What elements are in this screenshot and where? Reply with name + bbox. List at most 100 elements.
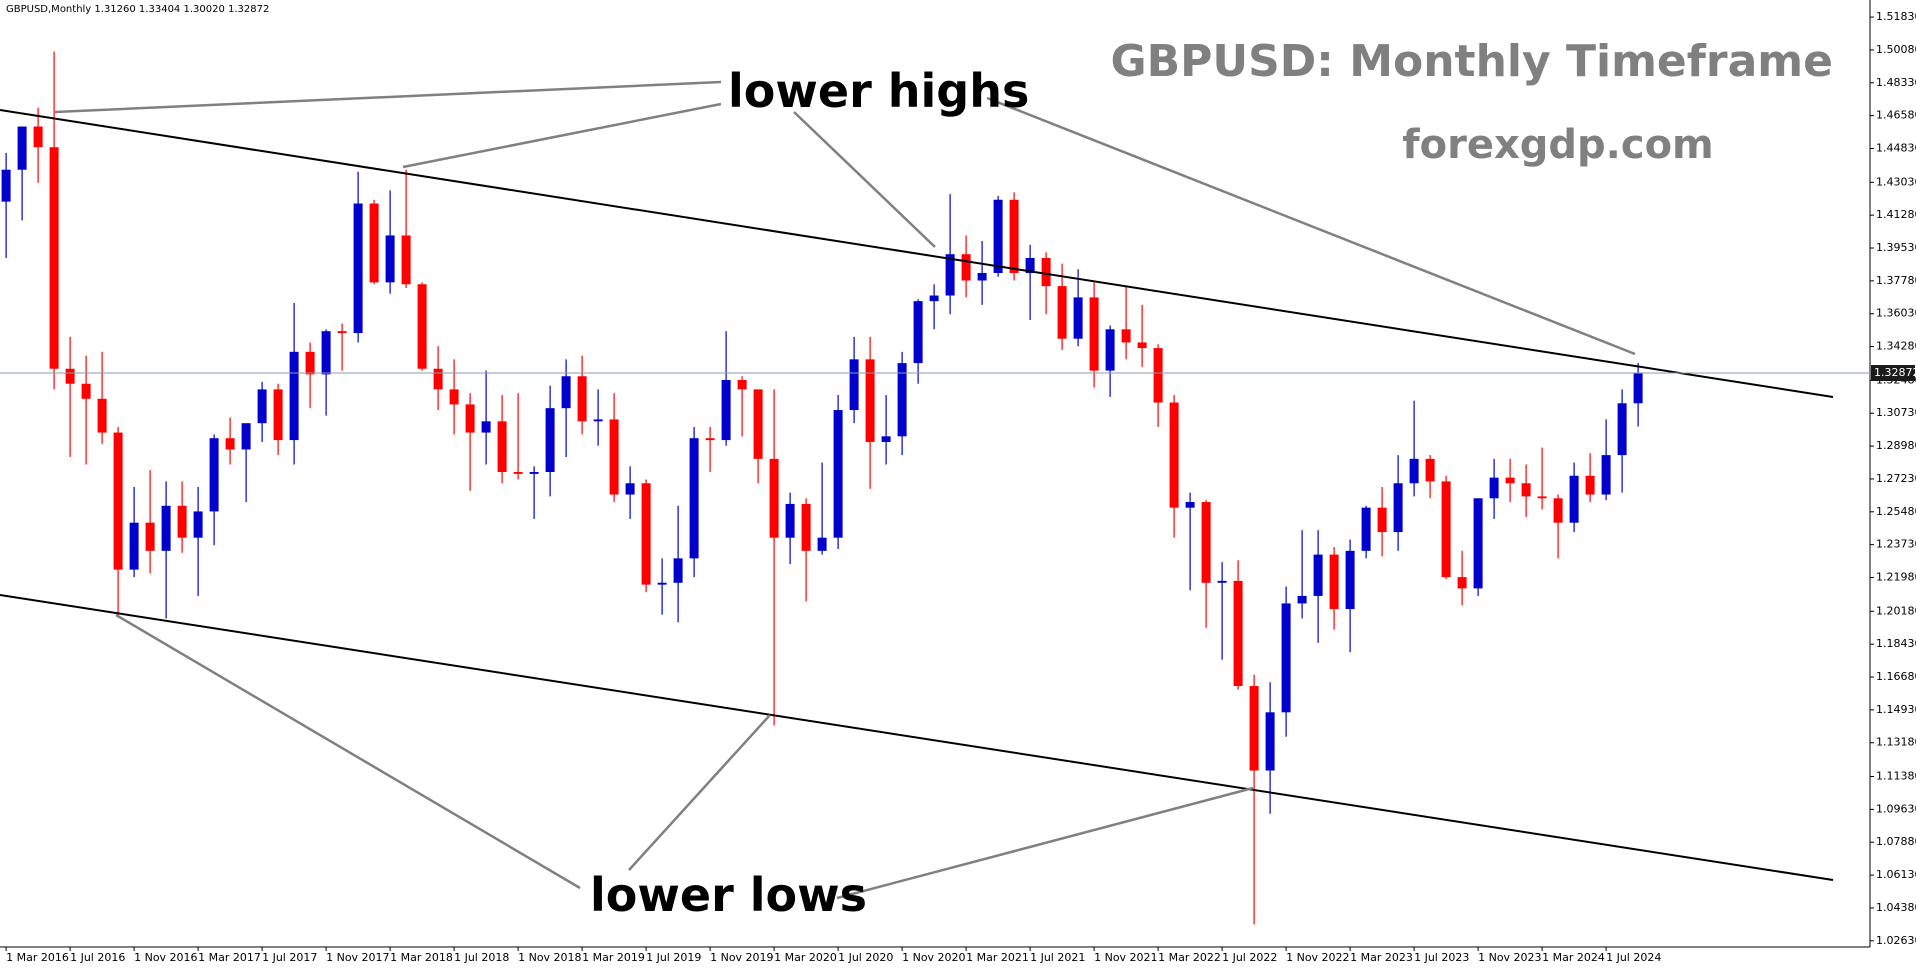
candle-body	[545, 408, 555, 472]
candle-body	[801, 503, 811, 551]
candle-body	[225, 438, 235, 450]
candle-body	[1425, 458, 1435, 482]
candle-body	[1601, 455, 1611, 495]
candle-body	[305, 351, 315, 375]
pointer	[836, 786, 1254, 900]
candle-body	[257, 389, 267, 424]
candle-body	[49, 147, 59, 369]
candles	[1, 51, 1643, 925]
candle-body	[1569, 475, 1579, 523]
y-tick-label: 1.37780	[1876, 274, 1916, 287]
y-tick-label: 1.41280	[1876, 208, 1916, 221]
candle-body	[1137, 342, 1147, 349]
x-tick-label: 1 Mar 2019	[582, 951, 645, 964]
x-tick-label: 1 Nov 2017	[326, 951, 389, 964]
x-tick-label: 1 Jul 2016	[70, 951, 125, 964]
y-tick-label: 1.27230	[1876, 472, 1916, 485]
candle-body	[1249, 686, 1259, 771]
candle-body	[465, 404, 475, 433]
candle-body	[529, 471, 539, 474]
candle-body	[1105, 329, 1115, 371]
candle-body	[161, 505, 171, 551]
chart-subtitle: forexgdp.com	[1402, 122, 1714, 168]
pointer	[115, 613, 581, 890]
y-tick-label: 1.07880	[1876, 835, 1916, 848]
candle-body	[737, 380, 747, 390]
x-tick-label: 1 Jul 2020	[838, 951, 893, 964]
trend-lines	[0, 109, 1834, 881]
current-price-box	[1871, 365, 1915, 382]
candle-body	[1537, 496, 1547, 499]
annotation: lower lows	[590, 868, 867, 922]
candle-body	[1265, 712, 1275, 771]
x-tick-label: 1 Jul 2017	[262, 951, 317, 964]
candle-body	[817, 537, 827, 551]
candle-body	[337, 331, 347, 334]
chart-title: GBPUSD: Monthly Timeframe	[1110, 36, 1833, 87]
candle-body	[721, 380, 731, 441]
candle-body	[1377, 507, 1387, 533]
y-tick-label: 1.25480	[1876, 505, 1916, 518]
y-tick-label: 1.34280	[1876, 340, 1916, 353]
candle-body	[1553, 498, 1563, 523]
candle-body	[1057, 286, 1067, 339]
x-tick-label: 1 Mar 2022	[1158, 951, 1221, 964]
y-tick-label: 1.16680	[1876, 670, 1916, 683]
x-tick-label: 1 Jul 2019	[646, 951, 701, 964]
candle-body	[33, 126, 43, 148]
pointer	[628, 714, 771, 871]
candle-body	[897, 363, 907, 437]
candle-body	[1329, 554, 1339, 610]
candle-body	[1121, 329, 1131, 343]
y-tick-label: 1.44830	[1876, 142, 1916, 155]
candle-body	[1617, 403, 1627, 456]
x-tick-label: 1 Mar 2018	[390, 951, 453, 964]
candle-body	[1505, 477, 1515, 484]
candle-body	[17, 126, 27, 170]
candle-body	[625, 483, 635, 495]
y-tick-label: 1.51830	[1876, 10, 1916, 23]
y-tick-label: 1.36030	[1876, 307, 1916, 320]
pointer-lines	[54, 80, 1636, 900]
candle-body	[1361, 507, 1371, 551]
candle-body	[1633, 373, 1643, 404]
candle-body	[577, 376, 587, 422]
candle-body	[1153, 348, 1163, 403]
y-tick-label: 1.20180	[1876, 604, 1916, 617]
candle-body	[849, 359, 859, 411]
candle-body	[673, 558, 683, 583]
candle-body	[689, 438, 699, 559]
x-tick-label: 1 Nov 2020	[902, 951, 965, 964]
candle-body	[481, 421, 491, 433]
candle-body	[977, 272, 987, 281]
candle-body	[753, 389, 763, 459]
y-tick-label: 1.11380	[1876, 770, 1916, 783]
candle-body	[1089, 297, 1099, 371]
candle-body	[1, 169, 11, 202]
candle-body	[1201, 502, 1211, 583]
x-tick-label: 1 Jul 2021	[1030, 951, 1085, 964]
y-tick-label: 1.09630	[1876, 802, 1916, 815]
candle-body	[1473, 498, 1483, 589]
candle-body	[417, 284, 427, 369]
x-tick-label: 1 Mar 2016	[6, 951, 69, 964]
y-tick-label: 1.43030	[1876, 175, 1916, 188]
x-tick-label: 1 Jul 2018	[454, 951, 509, 964]
y-tick-label: 1.04380	[1876, 901, 1916, 914]
pointer	[793, 111, 936, 248]
candle-body	[1169, 402, 1179, 508]
candle-body	[769, 458, 779, 538]
candle-body	[81, 383, 91, 399]
x-tick-label: 1 Mar 2020	[774, 951, 837, 964]
x-tick-label: 1 Mar 2017	[198, 951, 261, 964]
candle-body	[1281, 603, 1291, 713]
candle-body	[641, 483, 651, 585]
candle-body	[97, 398, 107, 433]
candle-body	[1489, 477, 1499, 499]
pointer	[986, 96, 1636, 356]
x-tick-label: 1 Nov 2022	[1286, 951, 1349, 964]
candle-body	[993, 199, 1003, 273]
candle-body	[929, 295, 939, 302]
y-tick-label: 1.46580	[1876, 109, 1916, 122]
